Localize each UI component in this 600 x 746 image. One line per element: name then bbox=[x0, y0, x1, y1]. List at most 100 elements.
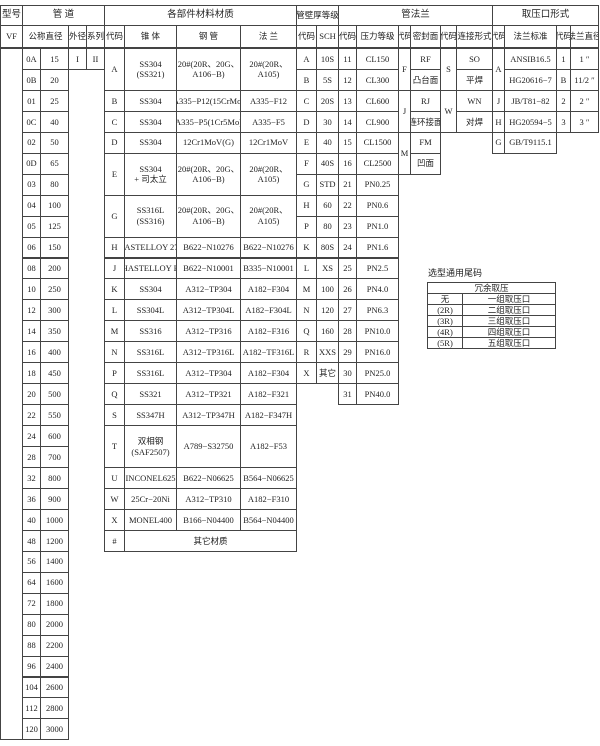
wall-code: P bbox=[296, 215, 317, 238]
pressure-class: PN1.0 bbox=[356, 215, 399, 238]
material-tube: A312−TP310 bbox=[176, 487, 241, 510]
pressure-class: CL150 bbox=[356, 48, 399, 70]
text-line: A106−B) bbox=[192, 69, 225, 80]
material-cone: SS321 bbox=[124, 383, 177, 406]
pipe-dn: 3000 bbox=[40, 718, 69, 741]
text-line: (SS316) bbox=[136, 216, 165, 227]
material-flange: 20#(20R、 A105) bbox=[240, 152, 297, 196]
pressure-code: 29 bbox=[338, 341, 357, 364]
subheader-cell: 法兰标准 bbox=[504, 25, 557, 48]
wall-code: Q bbox=[296, 320, 317, 343]
pipe-od: I bbox=[68, 48, 87, 70]
pipe-dn: 15 bbox=[40, 48, 69, 70]
wall-sch: 80S bbox=[316, 236, 339, 259]
header-cell: 管法兰 bbox=[338, 5, 493, 26]
wall-sch: XXS bbox=[316, 341, 339, 364]
text-line: 20#(20R、 bbox=[249, 58, 288, 69]
material-code: J bbox=[104, 257, 125, 280]
material-code: Q bbox=[104, 383, 125, 406]
pipe-dn: 1200 bbox=[40, 529, 69, 552]
pipe-code: 48 bbox=[22, 529, 41, 552]
pipe-code: 06 bbox=[22, 236, 41, 259]
material-flange: B564−N06625 bbox=[240, 467, 297, 489]
text-line: A106−B) bbox=[192, 174, 225, 185]
material-tube: A789−S32750 bbox=[176, 425, 241, 468]
pressure-code: 25 bbox=[338, 257, 357, 280]
material-tube: B622−N10001 bbox=[176, 257, 241, 280]
wall-sch: 40 bbox=[316, 131, 339, 154]
material-code: G bbox=[104, 194, 125, 238]
diameter-value: 1 ″ bbox=[570, 48, 599, 70]
pipe-dn: 2000 bbox=[40, 613, 69, 636]
wall-code: C bbox=[296, 89, 317, 112]
pressure-class: PN4.0 bbox=[356, 278, 399, 301]
pipe-dn: 300 bbox=[40, 299, 69, 322]
text-line: + 司太立 bbox=[134, 174, 167, 185]
material-code: B bbox=[104, 89, 125, 112]
material-code: P bbox=[104, 362, 125, 385]
material-cone: HASTELLOY 276 bbox=[124, 236, 177, 259]
pipe-code: 64 bbox=[22, 571, 41, 594]
diameter-value: 3 ″ bbox=[570, 110, 599, 133]
material-tube: A312−TP304 bbox=[176, 278, 241, 301]
pipe-dn: 1400 bbox=[40, 550, 69, 573]
pipe-code: 56 bbox=[22, 550, 41, 573]
tap-standard-item: HG20616−7 bbox=[504, 68, 557, 91]
pressure-class: CL600 bbox=[356, 89, 399, 112]
pipe-code: 104 bbox=[22, 676, 41, 699]
pressure-class: PN6.3 bbox=[356, 299, 399, 322]
material-cone: MONEL400 bbox=[124, 508, 177, 531]
pipe-dn: 800 bbox=[40, 467, 69, 489]
wall-sch: 120 bbox=[316, 299, 339, 322]
pipe-code: 18 bbox=[22, 362, 41, 385]
text-line: A105) bbox=[257, 174, 280, 185]
subheader-cell: 密封面 bbox=[410, 25, 441, 48]
material-tube: B622−N10276 bbox=[176, 236, 241, 259]
wall-code: R bbox=[296, 341, 317, 364]
material-code: # bbox=[104, 529, 125, 552]
wall-code: M bbox=[296, 278, 317, 301]
pipe-dn: 200 bbox=[40, 257, 69, 280]
pressure-code: 11 bbox=[338, 48, 357, 70]
text-line: A105) bbox=[257, 69, 280, 80]
pipe-code: 14 bbox=[22, 320, 41, 343]
pipe-dn: 1000 bbox=[40, 508, 69, 531]
text-line: (SS321) bbox=[136, 69, 165, 80]
pipe-code: 120 bbox=[22, 718, 41, 741]
wall-code: F bbox=[296, 152, 317, 175]
header-cell: 型号 bbox=[0, 5, 23, 26]
pipe-dn: 400 bbox=[40, 341, 69, 364]
material-code: X bbox=[104, 508, 125, 531]
material-flange: A182−F347H bbox=[240, 404, 297, 427]
diameter-code: 2 bbox=[556, 89, 571, 112]
pipe-code: 08 bbox=[22, 257, 41, 280]
pressure-code: 16 bbox=[338, 152, 357, 175]
pressure-code: 31 bbox=[338, 383, 357, 406]
material-code: L bbox=[104, 299, 125, 322]
pipe-dn: 500 bbox=[40, 383, 69, 406]
pressure-class: PN0.6 bbox=[356, 194, 399, 217]
wall-sch: XS bbox=[316, 257, 339, 280]
pressure-code: 14 bbox=[338, 110, 357, 133]
pressure-class: PN2.5 bbox=[356, 257, 399, 280]
subheader-cell: 锥 体 bbox=[124, 25, 177, 48]
conn-item: 对焊 bbox=[456, 110, 493, 133]
text-line: A105) bbox=[257, 216, 280, 227]
tail-title: 选型通用尾码 bbox=[428, 268, 483, 278]
material-flange: A182−F304 bbox=[240, 362, 297, 385]
pipe-code: 22 bbox=[22, 404, 41, 427]
text-line: SS316L bbox=[136, 205, 165, 216]
material-cone: SS316L bbox=[124, 362, 177, 385]
pipe-dn: 65 bbox=[40, 152, 69, 175]
pipe-code: 28 bbox=[22, 446, 41, 468]
material-cone: INCONEL625 bbox=[124, 467, 177, 489]
conn-item: SO bbox=[456, 48, 493, 70]
material-flange: A335−F5 bbox=[240, 110, 297, 133]
diameter-value: 2 ″ bbox=[570, 89, 599, 112]
material-code: N bbox=[104, 341, 125, 364]
subheader-cell: 代码 bbox=[296, 25, 317, 48]
text-line: SS304 bbox=[139, 163, 162, 174]
material-flange: A182−F321 bbox=[240, 383, 297, 406]
pressure-class: CL300 bbox=[356, 68, 399, 91]
material-cone: HASTELLOY B bbox=[124, 257, 177, 280]
